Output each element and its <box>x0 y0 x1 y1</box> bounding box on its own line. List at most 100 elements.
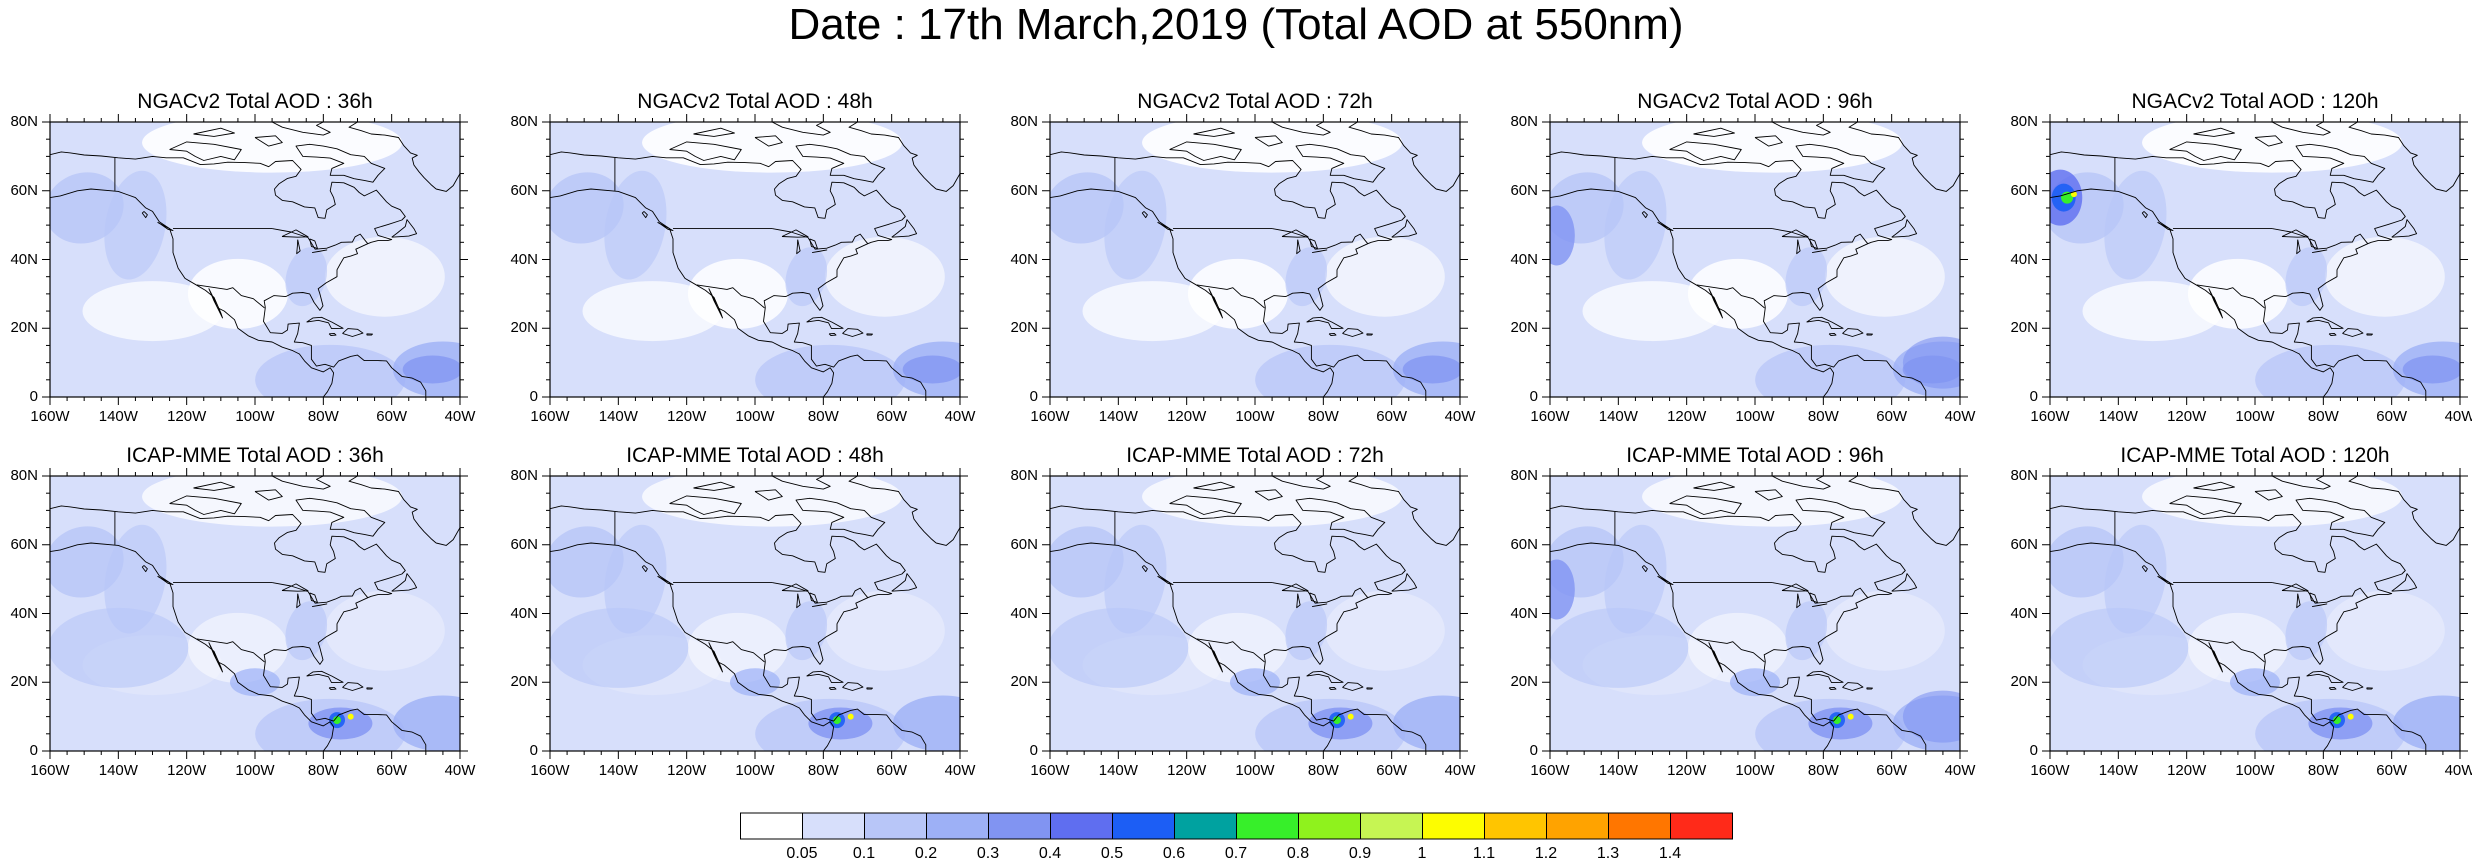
lon-tick-label: 40W <box>2444 408 2472 425</box>
lat-tick-label: 60N <box>1510 181 1538 199</box>
lat-tick-label: 40N <box>10 250 38 268</box>
aod-field <box>1550 476 1960 751</box>
colorbar-label: 1.4 <box>1658 845 1682 862</box>
lat-tick-label: 60N <box>510 535 538 553</box>
lat-tick-label: 40N <box>1010 604 1038 622</box>
coastlines <box>50 122 460 397</box>
lat-tick-label: 40N <box>2010 250 2038 268</box>
aod-field <box>1050 122 1460 397</box>
lat-tick-label: 60N <box>1510 535 1538 553</box>
map-panel: NGACv2 Total AOD : 120h 80N 60N 40N 20N 0 160W… <box>2010 90 2472 425</box>
panel-title: NGACv2 Total AOD : 36h <box>137 90 373 113</box>
colorbar <box>740 812 1733 840</box>
colorbar-label: 0.3 <box>976 845 1000 862</box>
coastlines <box>550 122 960 397</box>
lon-tick-label: 60W <box>1376 762 1408 779</box>
lon-tick-label: 140W <box>98 762 138 779</box>
lat-tick-label: 80N <box>2010 113 2038 130</box>
lon-tick-label: 80W <box>2307 408 2339 425</box>
colorbar-swatch <box>1050 812 1113 840</box>
lat-tick-label: 80N <box>510 113 538 130</box>
panel-title: ICAP-MME Total AOD : 96h <box>1626 444 1884 467</box>
lon-tick-label: 140W <box>1098 408 1138 425</box>
lon-tick-label: 40W <box>944 762 976 779</box>
lat-tick-label: 80N <box>1010 113 1038 130</box>
aod-field <box>50 122 460 397</box>
axis-ticks <box>1042 468 1468 759</box>
coastlines <box>1050 476 1460 751</box>
lon-tick-label: 160W <box>30 762 70 779</box>
colorbar-label: 0.1 <box>852 845 876 862</box>
lat-tick-label: 20N <box>1010 673 1038 691</box>
colorbar-swatch <box>1546 812 1609 840</box>
coastlines <box>1550 122 1960 397</box>
lon-tick-label: 160W <box>1530 408 1570 425</box>
colorbar-swatch <box>1608 812 1671 840</box>
lon-tick-label: 60W <box>376 762 408 779</box>
lat-tick-label: 0 <box>1529 388 1538 405</box>
lon-tick-label: 80W <box>1807 762 1839 779</box>
colorbar-label: 1.3 <box>1596 845 1620 862</box>
lon-tick-label: 120W <box>1667 408 1707 425</box>
lon-tick-label: 40W <box>1944 408 1976 425</box>
aod-field <box>550 476 960 751</box>
lon-tick-label: 100W <box>735 408 775 425</box>
lat-tick-label: 40N <box>2010 604 2038 622</box>
aod-field <box>1050 476 1460 751</box>
colorbar-swatch <box>926 812 989 840</box>
coastlines <box>550 476 960 751</box>
colorbar-label: 0.2 <box>914 845 938 862</box>
lat-tick-label: 80N <box>2010 467 2038 484</box>
lon-tick-label: 100W <box>2235 762 2275 779</box>
lon-tick-label: 60W <box>1876 408 1908 425</box>
lon-tick-label: 120W <box>1667 762 1707 779</box>
coastlines <box>1050 122 1460 397</box>
lon-tick-label: 40W <box>444 408 476 425</box>
lon-tick-label: 40W <box>2444 762 2472 779</box>
colorbar-label: 0.7 <box>1224 845 1248 862</box>
lon-tick-label: 140W <box>98 408 138 425</box>
panel-title: NGACv2 Total AOD : 72h <box>1137 90 1373 113</box>
lon-tick-label: 80W <box>807 408 839 425</box>
colorbar-swatch <box>864 812 927 840</box>
axis-ticks <box>42 114 468 405</box>
lon-tick-label: 160W <box>2030 762 2070 779</box>
lat-tick-label: 0 <box>529 742 538 759</box>
axis-ticks <box>542 468 968 759</box>
lat-tick-label: 0 <box>1529 742 1538 759</box>
lon-tick-label: 100W <box>1735 762 1775 779</box>
lon-tick-label: 60W <box>376 408 408 425</box>
lat-tick-label: 20N <box>1510 319 1538 337</box>
lon-tick-label: 100W <box>2235 408 2275 425</box>
colorbar-label: 0.05 <box>786 845 818 862</box>
lon-tick-label: 160W <box>1030 408 1070 425</box>
lon-tick-label: 120W <box>667 762 707 779</box>
lat-tick-label: 0 <box>1029 742 1038 759</box>
axis-ticks <box>1042 114 1468 405</box>
lon-tick-label: 100W <box>235 408 275 425</box>
lon-tick-label: 60W <box>876 762 908 779</box>
lon-tick-label: 140W <box>598 762 638 779</box>
panel-title: ICAP-MME Total AOD : 120h <box>2120 444 2390 467</box>
aod-field <box>50 476 460 751</box>
lon-tick-label: 120W <box>667 408 707 425</box>
colorbar-label: 0.6 <box>1162 845 1186 862</box>
lat-tick-label: 0 <box>1029 388 1038 405</box>
lon-tick-label: 80W <box>1307 408 1339 425</box>
lon-tick-label: 40W <box>444 762 476 779</box>
lon-tick-label: 80W <box>807 762 839 779</box>
lat-tick-label: 60N <box>2010 181 2038 199</box>
lon-tick-label: 100W <box>735 762 775 779</box>
coastlines <box>50 476 460 751</box>
lat-tick-label: 20N <box>10 673 38 691</box>
lon-tick-label: 120W <box>167 762 207 779</box>
axis-ticks <box>1542 114 1968 405</box>
aod-field <box>550 122 960 397</box>
aod-field <box>2050 122 2460 397</box>
axis-ticks <box>1542 468 1968 759</box>
colorbar-label: 1.1 <box>1472 845 1496 862</box>
lon-tick-label: 140W <box>1598 408 1638 425</box>
lon-tick-label: 60W <box>2376 408 2408 425</box>
lon-tick-label: 40W <box>1444 408 1476 425</box>
aod-field <box>1550 122 1960 397</box>
